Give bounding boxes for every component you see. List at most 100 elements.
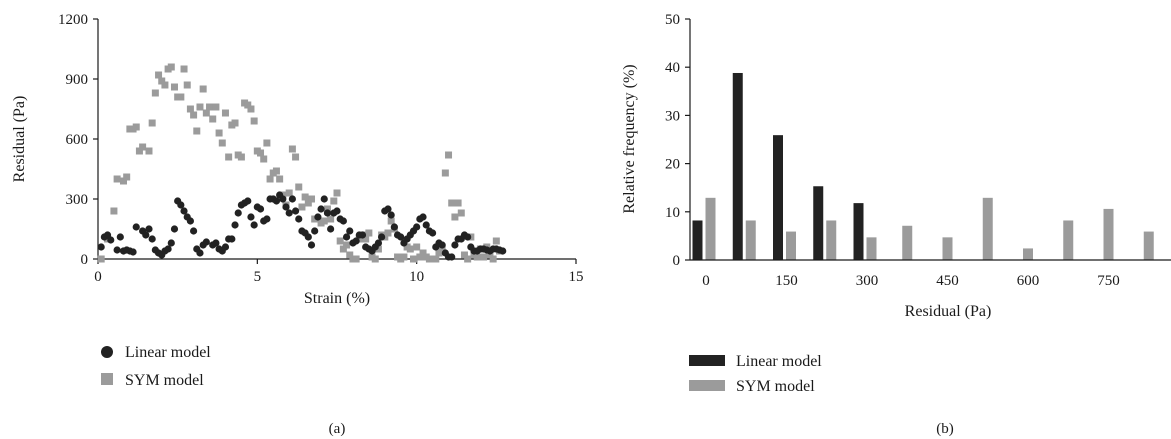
sym-model-point	[308, 195, 316, 203]
linear-model-point	[378, 233, 386, 241]
linear-model-point	[358, 231, 367, 239]
linear-model-point	[170, 225, 179, 233]
sym-model-point	[212, 103, 220, 111]
sym-model-point	[320, 217, 328, 225]
panel-b-x-tick-label: 600	[1017, 273, 1040, 289]
panel-b-x-tick-label: 150	[775, 273, 798, 289]
linear-model-point	[291, 207, 300, 215]
linear-model-point	[352, 237, 360, 245]
sym-model-point	[387, 217, 395, 225]
sym-model-point	[263, 139, 271, 147]
linear-model-point	[164, 245, 172, 253]
sym-model-point	[355, 235, 363, 243]
sym-model-point	[244, 101, 252, 109]
sym-model-point	[97, 255, 105, 263]
linear-model-point	[464, 233, 472, 241]
panel-b-legend-sym-swatch	[689, 380, 725, 391]
sym-model-point	[170, 83, 178, 91]
panel-b-y-axis-label: Relative frequency (%)	[621, 64, 638, 213]
panel-a-x-tick-label: 5	[254, 269, 262, 285]
sym-model-point	[247, 105, 255, 113]
linear-model-point	[333, 207, 341, 215]
linear-model-point	[97, 243, 105, 251]
linear-model-bar	[853, 203, 864, 260]
sym-model-point	[454, 199, 462, 207]
panel-a-x-tick-label: 10	[409, 269, 424, 285]
panel-b-legend-sym-label: SYM model	[736, 378, 815, 395]
panel-a-legend-sym-label: SYM model	[125, 372, 204, 389]
linear-model-point	[167, 239, 175, 247]
linear-model-point	[320, 195, 328, 203]
panel-b-x-tick-label: 450	[936, 273, 959, 289]
sym-model-point	[460, 251, 468, 259]
panel-b-x-tick-label: 300	[856, 273, 879, 289]
panel-a-scatter-chart: 0 5 10 15 0 300 600 900 1200 Strain (%) Residual…	[11, 12, 584, 437]
sym-model-point	[416, 253, 424, 261]
sym-model-point	[457, 209, 465, 217]
linear-model-bar	[692, 220, 703, 260]
panel-a-x-axis-label: Strain (%)	[304, 290, 370, 307]
sym-model-point	[333, 189, 341, 197]
linear-model-point	[317, 205, 325, 213]
sym-model-point	[406, 245, 414, 253]
panel-a-y-tick-label: 0	[81, 252, 89, 268]
sym-model-bar	[1143, 231, 1154, 260]
sym-model-point	[257, 149, 265, 157]
sym-model-point	[158, 77, 166, 85]
sym-model-point	[448, 199, 456, 207]
sym-model-point	[352, 255, 360, 263]
sym-model-point	[464, 255, 472, 263]
linear-model-point	[180, 207, 188, 215]
linear-model-point	[448, 253, 456, 261]
linear-model-point	[346, 227, 354, 235]
sym-model-point	[445, 151, 453, 159]
linear-model-point	[314, 213, 322, 221]
sym-model-point	[218, 139, 226, 147]
sym-model-point	[113, 175, 121, 183]
sym-model-point	[110, 207, 118, 215]
panel-b-legend-linear-swatch	[689, 355, 725, 366]
sym-model-bar	[942, 237, 953, 260]
linear-model-point	[384, 205, 392, 213]
panel-b-y-tick-label: 10	[665, 205, 680, 221]
linear-model-point	[202, 238, 210, 246]
sym-model-point	[419, 249, 427, 257]
panel-a-y-tick-label: 300	[66, 192, 89, 208]
sym-model-point	[139, 143, 147, 151]
sym-model-point	[193, 127, 201, 135]
sym-model-point	[202, 109, 210, 117]
sym-model-point	[304, 199, 312, 207]
linear-model-point	[438, 241, 446, 249]
linear-model-point	[342, 233, 351, 241]
linear-model-point	[177, 201, 185, 209]
linear-model-point	[250, 221, 258, 229]
sym-model-bar	[866, 237, 877, 260]
sym-model-point	[196, 103, 204, 111]
sym-model-point	[400, 253, 408, 261]
linear-model-point	[390, 223, 398, 231]
panel-a-y-tick-label: 600	[66, 132, 89, 148]
linear-model-point	[107, 236, 115, 244]
sym-model-point	[486, 251, 494, 259]
linear-model-point	[221, 243, 230, 251]
sym-model-point	[186, 105, 194, 113]
sym-model-point	[167, 63, 175, 71]
sym-model-bar	[1103, 208, 1114, 260]
panel-b-y-tick-label: 20	[665, 157, 680, 173]
linear-model-point	[116, 233, 124, 241]
linear-model-point	[113, 246, 121, 254]
sym-model-point	[323, 205, 331, 213]
linear-model-point	[228, 235, 236, 243]
panel-b-y-tick-label: 0	[673, 253, 681, 269]
linear-model-point	[132, 223, 140, 231]
linear-model-point	[263, 215, 271, 223]
linear-model-point	[413, 223, 421, 231]
panel-b-label: (b)	[936, 421, 954, 437]
sym-model-point	[190, 111, 198, 119]
sym-model-point	[272, 167, 280, 175]
sym-model-point	[432, 255, 440, 263]
sym-model-bar	[745, 220, 756, 260]
sym-model-point	[199, 85, 207, 93]
linear-model-point	[234, 209, 242, 217]
